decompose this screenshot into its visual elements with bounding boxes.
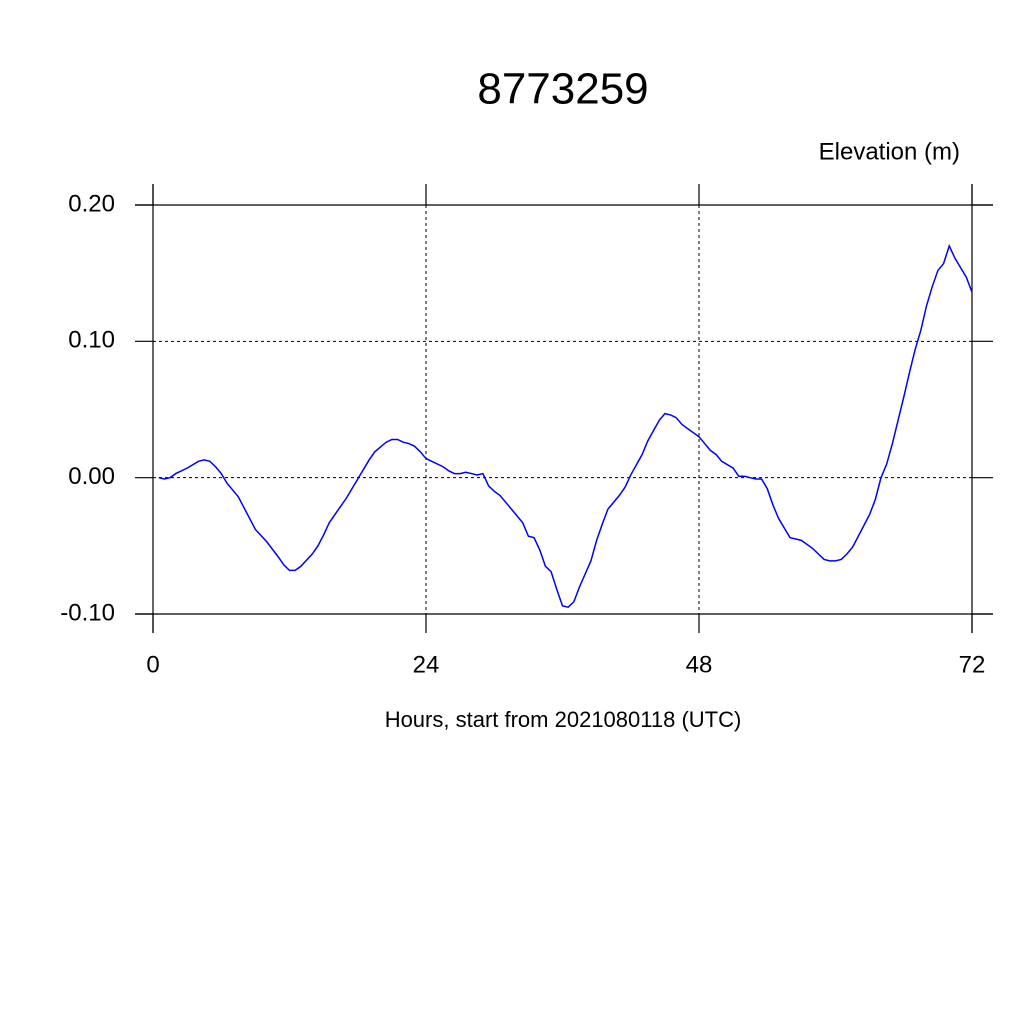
x-tick-label: 72 [959,651,986,678]
x-tick-label: 0 [146,651,159,678]
y-tick-label: -0.10 [60,599,115,626]
y-tick-label: 0.20 [68,190,115,217]
x-tick-label: 48 [686,651,713,678]
y-axis-label: Elevation (m) [819,138,960,165]
x-tick-label: 24 [413,651,440,678]
data-line [158,243,973,609]
y-tick-label: 0.10 [68,327,115,354]
y-tick-label: 0.00 [68,463,115,490]
frame [135,184,993,633]
x-axis-label: Hours, start from 2021080118 (UTC) [385,707,742,732]
chart-title: 8773259 [477,65,648,114]
